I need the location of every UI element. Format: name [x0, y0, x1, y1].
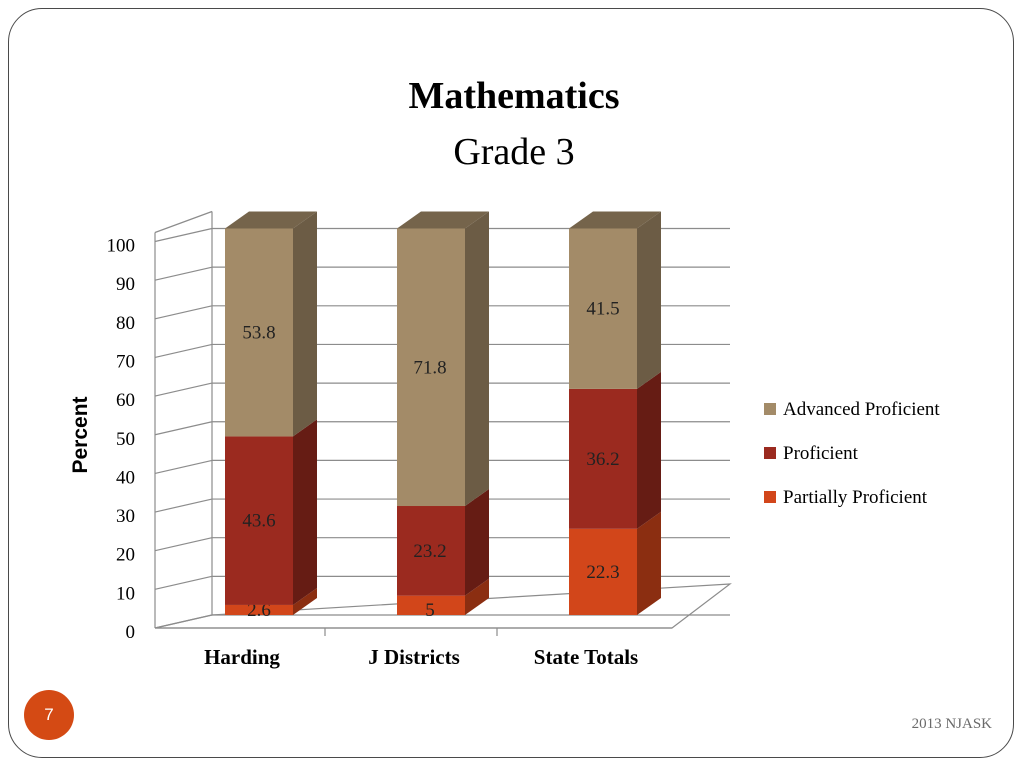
- legend-swatch: [764, 491, 776, 503]
- footer-text: 2013 NJASK: [911, 716, 992, 732]
- side-gridline: [154, 537, 213, 552]
- bar-segment: 71.8: [397, 211, 489, 507]
- slide-number: 7: [44, 705, 54, 724]
- y-tick-label: 20: [116, 545, 135, 566]
- data-label: 43.6: [242, 511, 275, 532]
- data-label: 2.6: [247, 600, 271, 621]
- legend-label: Proficient: [783, 443, 859, 464]
- chart-subtitle: Grade 3: [453, 131, 574, 173]
- side-gridline: [154, 266, 213, 281]
- bar-front-face: [569, 528, 637, 615]
- bar-side-face: [637, 211, 661, 389]
- bar-side-face: [637, 511, 661, 615]
- x-tick-label: Harding: [204, 645, 280, 669]
- side-wall-top: [154, 210, 213, 234]
- bar-front-face: [225, 604, 293, 615]
- bar-side-face: [465, 578, 489, 615]
- legend-label: Advanced Proficient: [783, 399, 940, 420]
- legend-swatch: [764, 447, 776, 459]
- y-tick-label: 10: [116, 583, 135, 604]
- slide-number-badge: 7: [24, 690, 74, 740]
- data-label: 36.2: [586, 449, 619, 470]
- y-tick-label: 50: [116, 429, 135, 450]
- y-tick-label: 0: [126, 622, 136, 643]
- bar-segment: 2.6: [225, 587, 317, 621]
- bar-side-face: [293, 419, 317, 605]
- side-gridline: [154, 305, 213, 320]
- data-label: 22.3: [586, 562, 619, 583]
- x-tick-label: State Totals: [534, 645, 638, 669]
- bar-segment: 43.6: [225, 419, 317, 605]
- bar-side-face: [637, 371, 661, 529]
- side-gridline: [154, 421, 213, 436]
- bar-side-face: [293, 587, 317, 615]
- bar-front-face: [397, 506, 465, 596]
- bar-segment: 36.2: [569, 371, 661, 529]
- data-label: 23.2: [413, 541, 446, 562]
- data-label: 71.8: [413, 357, 446, 378]
- side-gridline: [154, 575, 213, 590]
- bar-segment: 22.3: [569, 511, 661, 615]
- bar-segment: 5: [397, 578, 489, 621]
- side-gridline: [154, 227, 213, 243]
- bar-front-face: [225, 228, 293, 437]
- slide-frame: [8, 8, 1014, 758]
- bar-front-face: [569, 388, 637, 529]
- legend-swatch: [764, 403, 776, 415]
- tick-layer: 0 10 20 30 40 50 60 70 80 90 100 Harding J Districts…: [107, 236, 639, 670]
- bar-segment: 23.2: [397, 489, 489, 596]
- bar-front-face: [569, 228, 637, 389]
- bar-front-face: [397, 595, 465, 615]
- bar-segment: 41.5: [569, 211, 661, 389]
- y-tick-label: 80: [116, 313, 135, 334]
- bar-front-face: [225, 436, 293, 605]
- bar-segment: 53.8: [225, 211, 317, 437]
- data-label: 5: [425, 600, 435, 621]
- bar-side-face: [465, 489, 489, 596]
- bar-layer: 2.6 43.6 53.8 5 23.2 71.8 22.3 36.2 41.5: [225, 211, 661, 621]
- x-tick-label: J Districts: [368, 645, 460, 669]
- bar-top-face: [397, 211, 489, 229]
- y-tick-label: 60: [116, 390, 135, 411]
- y-tick-label: 40: [116, 467, 135, 488]
- bar-top-face: [569, 211, 661, 229]
- data-label: 53.8: [242, 322, 275, 343]
- legend-item: Advanced Proficient: [764, 399, 940, 420]
- bar-front-face: [397, 228, 465, 507]
- bar-top-face: [225, 211, 317, 229]
- chart-title: Mathematics: [408, 75, 619, 117]
- y-tick-label: 90: [116, 274, 135, 295]
- y-tick-label: 70: [116, 351, 135, 372]
- data-label: 41.5: [586, 299, 619, 320]
- side-gridline: [154, 343, 213, 359]
- y-tick-label: 30: [116, 506, 135, 527]
- side-gridline: [154, 382, 213, 397]
- legend-label: Partially Proficient: [783, 487, 928, 508]
- legend: Advanced Proficient Proficient Partially P…: [764, 399, 940, 508]
- y-tick-label: 100: [107, 236, 136, 257]
- bar-side-face: [293, 211, 317, 437]
- legend-item: Proficient: [764, 443, 859, 464]
- side-gridline: [154, 498, 213, 513]
- y-axis-label: Percent: [69, 396, 92, 473]
- side-gridline: [154, 459, 213, 474]
- bar-side-face: [465, 211, 489, 507]
- legend-item: Partially Proficient: [764, 487, 928, 508]
